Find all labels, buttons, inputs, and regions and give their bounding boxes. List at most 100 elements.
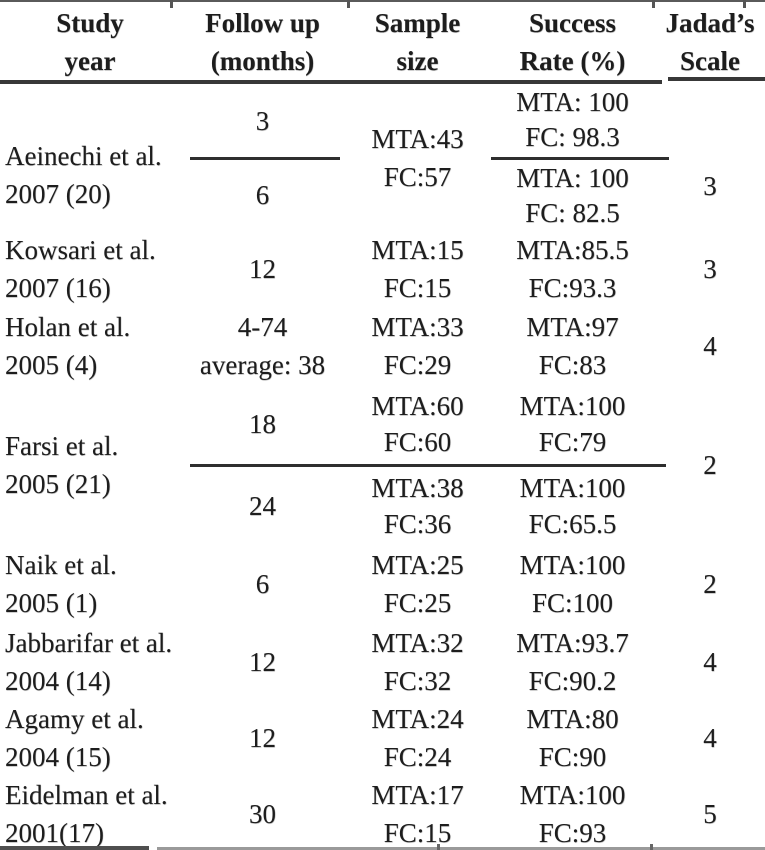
header-jadad-scale: Jadad’s Scale xyxy=(655,4,765,85)
study-year-ref: 2005 (4) xyxy=(5,350,98,380)
jadad-cell: 2 xyxy=(655,385,765,545)
success-fc: FC:90.2 xyxy=(528,665,617,696)
sample-mta: MTA:15 xyxy=(371,235,464,265)
success-cell: MTA:80 FC:90 xyxy=(490,700,655,776)
jadad-score: 2 xyxy=(703,569,717,599)
success-mta: MTA:100 xyxy=(519,391,626,422)
header-jadad-line2: Scale xyxy=(680,46,740,76)
study-year-ref: 2004 (14) xyxy=(5,665,111,696)
study-cell: Aeinechi et al. 2007 (20) xyxy=(0,85,180,231)
jadad-cell: 3 xyxy=(655,85,765,231)
sample-fc: FC:15 xyxy=(383,273,452,303)
header-followup-line2: (months) xyxy=(210,46,315,76)
jadad-cell: 3 xyxy=(655,231,765,307)
followup-cell: 24 xyxy=(180,467,345,546)
study-cell: Eidelman et al. 2001(17) xyxy=(0,776,180,850)
table-row-eidelman: Eidelman et al. 2001(17) 30 MTA:17 FC:15… xyxy=(0,776,765,849)
followup-cell: 18 xyxy=(180,385,345,464)
study-cell: Agamy et al. 2004 (15) xyxy=(0,700,180,776)
study-name: Eidelman et al. xyxy=(5,780,168,810)
jadad-cell: 4 xyxy=(655,307,765,385)
header-success-rate: Success Rate (%) xyxy=(490,4,655,85)
followup-average: average: 38 xyxy=(199,350,326,380)
sample-fc: FC:36 xyxy=(383,508,452,539)
sample-cell: MTA:15 FC:15 xyxy=(345,231,490,307)
success-divider-line xyxy=(491,157,669,160)
sample-fc: FC:15 xyxy=(383,818,452,848)
followup-value: 6 xyxy=(255,569,270,599)
success-mta: MTA:80 xyxy=(526,704,619,734)
followup-cell-split: 3 6 xyxy=(180,85,345,231)
sample-mta: MTA:25 xyxy=(371,550,464,580)
header-study-line1: Study xyxy=(56,8,124,38)
success-fc: FC:65.5 xyxy=(528,508,617,539)
jadad-cell: 5 xyxy=(655,776,765,850)
sample-mta: MTA:60 xyxy=(371,391,464,422)
success-fc: FC:90 xyxy=(538,742,607,772)
sample-cell: MTA:33 FC:29 xyxy=(345,307,490,385)
study-name: Farsi et al. xyxy=(5,431,119,461)
sample-mta: MTA:33 xyxy=(371,312,464,342)
sample-cell: MTA:25 FC:25 xyxy=(345,545,490,623)
jadad-score: 4 xyxy=(703,331,717,361)
jadad-score: 2 xyxy=(703,450,717,480)
followup-cell: 12 xyxy=(180,231,345,307)
sample-fc: FC:25 xyxy=(383,588,452,618)
sample-fc: FC:29 xyxy=(383,350,452,380)
success-cell: MTA:100 FC:93 xyxy=(490,776,655,850)
followup-cell: 30 xyxy=(180,776,345,850)
table-top-border xyxy=(0,0,765,2)
sample-cell: MTA:24 FC:24 xyxy=(345,700,490,776)
followup-divider-line xyxy=(190,156,340,160)
header-rule-jadad xyxy=(668,77,765,81)
success-cell: MTA:93.7 FC:90.2 xyxy=(490,623,655,700)
study-name: Jabbarifar et al. xyxy=(5,627,173,658)
success-top-fc: FC: 98.3 xyxy=(525,122,620,152)
study-cell: Holan et al. 2005 (4) xyxy=(0,307,180,385)
header-rule xyxy=(0,80,662,84)
success-cell: MTA:100 FC:79 xyxy=(490,385,655,464)
jadad-cell: 4 xyxy=(655,700,765,776)
jadad-score: 5 xyxy=(703,799,717,829)
sample-cell: MTA:17 FC:15 xyxy=(345,776,490,850)
study-name: Agamy et al. xyxy=(5,704,144,734)
sample-fc: FC:32 xyxy=(383,665,452,696)
header-sample-line1: Sample xyxy=(374,8,461,38)
table-row-naik: Naik et al. 2005 (1) 6 MTA:25 FC:25 MTA:… xyxy=(0,545,765,623)
table-row-kowsari: Kowsari et al. 2007 (16) 12 MTA:15 FC:15… xyxy=(0,231,765,307)
success-top-mta: MTA: 100 xyxy=(516,87,629,117)
jadad-score: 3 xyxy=(703,171,717,201)
farsi-subrow-18mo: 18 MTA:60 FC:60 MTA:100 FC:79 xyxy=(180,385,655,464)
jadad-cell: 2 xyxy=(655,545,765,623)
study-name: Aeinechi et al. xyxy=(5,141,162,171)
success-cell: MTA:100 FC:100 xyxy=(490,545,655,623)
table-row-aeinechi: Aeinechi et al. 2007 (20) 3 6 MTA:43 FC:… xyxy=(0,85,765,231)
success-cell-split: MTA: 100 FC: 98.3 MTA: 100 FC: 82.5 xyxy=(490,85,669,231)
followup-value: 12 xyxy=(249,646,276,677)
farsi-subrow-24mo: 24 MTA:38 FC:36 MTA:100 FC:65.5 xyxy=(180,467,655,546)
followup-value: 12 xyxy=(249,254,276,284)
header-success-line2: Rate (%) xyxy=(519,46,626,76)
header-followup-line1: Follow up xyxy=(205,8,320,38)
sample-cell: MTA:60 FC:60 xyxy=(345,385,490,464)
followup-bottom-value: 6 xyxy=(255,180,270,211)
success-fc: FC:93 xyxy=(538,818,607,848)
farsi-divider-line xyxy=(190,463,666,467)
followup-value: 18 xyxy=(249,409,276,440)
study-name: Holan et al. xyxy=(5,312,131,342)
success-fc: FC:100 xyxy=(531,588,614,618)
header-sample-line2: size xyxy=(396,46,439,76)
followup-value: 12 xyxy=(249,723,276,753)
table-bottom-border-dark-segment xyxy=(0,846,149,850)
followup-value: 30 xyxy=(249,799,276,829)
table-bottom-border xyxy=(157,847,765,850)
success-fc: FC:83 xyxy=(538,350,607,380)
sample-cell: MTA:38 FC:36 xyxy=(345,467,490,546)
study-year-ref: 2005 (21) xyxy=(5,469,111,499)
sample-fc: FC:57 xyxy=(383,162,452,192)
study-cell: Farsi et al. 2005 (21) xyxy=(0,385,180,545)
top-tick xyxy=(743,0,746,8)
jadad-score: 3 xyxy=(703,254,717,284)
study-name: Naik et al. xyxy=(5,550,117,580)
sample-mta: MTA:32 xyxy=(371,627,464,658)
